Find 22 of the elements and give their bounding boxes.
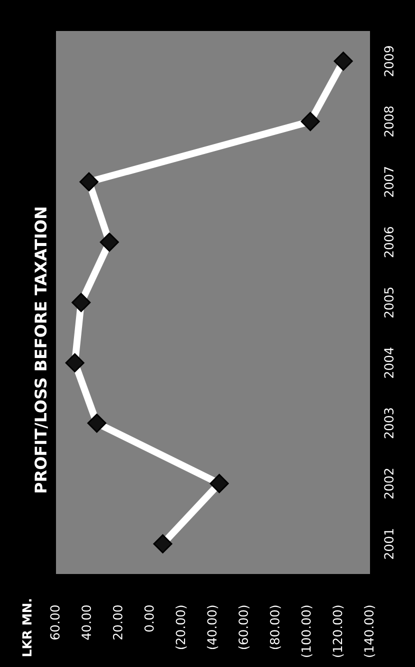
x-tick-label: (40.00)	[206, 606, 218, 650]
y-tick-label: 2005	[384, 288, 394, 318]
x-tick-label: (120.00)	[332, 606, 344, 657]
y-tick-label: 2002	[384, 468, 394, 498]
y-tick-label: 2006	[384, 227, 394, 258]
x-tick-label: 20.00	[112, 605, 122, 640]
x-tick-label: (80.00)	[270, 606, 281, 650]
text: PROFIT/LOSS BEFORE TAXATION	[34, 208, 48, 492]
y-tick-label: 2008	[384, 106, 394, 136]
x-tick-label: (20.00)	[176, 606, 187, 650]
y-tick-label: 2003	[384, 408, 394, 438]
y-tick-label: 2007	[384, 166, 394, 197]
x-tick-label: 0.00	[144, 605, 154, 632]
y-tick-label: 2009	[384, 46, 394, 76]
x-tick-label: 40.00	[82, 605, 92, 640]
y-tick-label: 2004	[384, 348, 394, 378]
x-tick-label: (100.00)	[301, 606, 312, 657]
x-tick-label: (60.00)	[238, 606, 250, 650]
x-tick-label: 60.00	[50, 605, 60, 640]
text: LKR MN.	[22, 599, 32, 656]
y-tick-label: 2001	[384, 529, 394, 559]
x-tick-label: (140.00)	[364, 606, 376, 657]
